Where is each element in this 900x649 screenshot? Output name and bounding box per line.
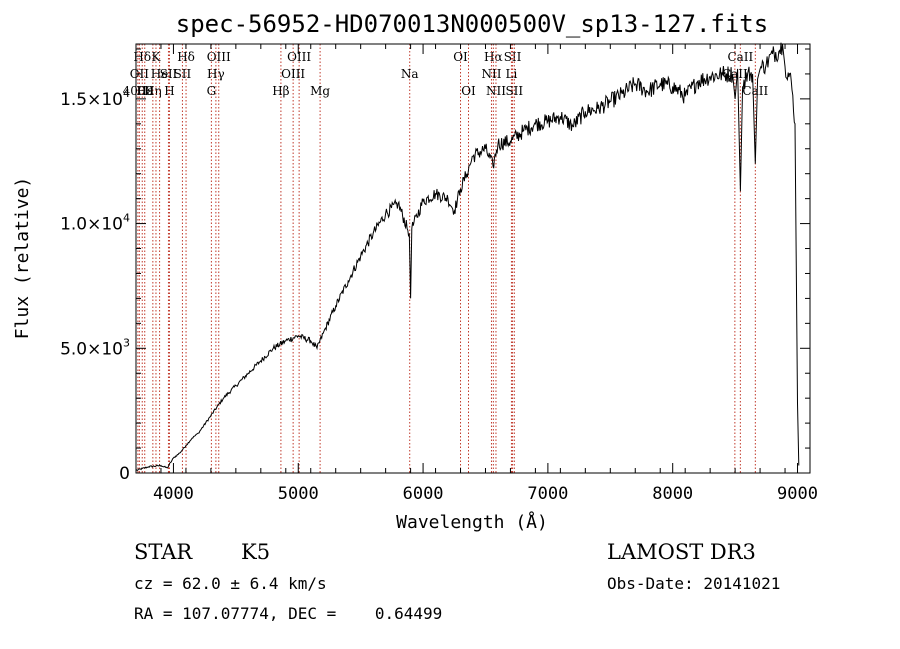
line-marker-label: CaII [727, 50, 753, 64]
line-marker-label: He [151, 67, 169, 81]
object-type: STAR [134, 540, 193, 564]
x-axis-label: Wavelength (Å) [396, 511, 548, 533]
line-marker-label: SII [160, 67, 178, 81]
x-tick-label: 5000 [278, 484, 319, 504]
x-tick-label: 7000 [527, 484, 568, 504]
line-marker-label: Mg [310, 84, 330, 98]
ra-dec-coordinates: RA = 107.07774, DEC = 0.64499 [134, 604, 443, 623]
line-marker-label: Hη [144, 84, 162, 98]
line-marker-label: SII [505, 84, 523, 98]
line-marker-label: Hδ [133, 50, 151, 64]
line-marker-label: H [164, 84, 174, 98]
y-tick-label: 5.0×103 [60, 336, 130, 359]
chart-title: spec-56952-HD070013N000500V_sp13-127.fit… [176, 10, 768, 38]
line-marker-label: Hβ [272, 84, 289, 98]
x-tick-label: 4000 [153, 484, 194, 504]
line-marker-label: OI [461, 84, 476, 98]
line-marker-label: Hγ [207, 67, 225, 81]
x-tick-label: 9000 [777, 484, 818, 504]
line-marker-label: SII [174, 67, 192, 81]
axes: 4000 5000 6000 7000 8000 9000 0 5.0×103 1.0×104 1… [60, 44, 818, 504]
line-marker-label: OI [453, 50, 468, 64]
observation-date: Obs-Date: 20141021 [607, 574, 781, 593]
y-tick-label: 0 [119, 464, 130, 484]
line-marker-label: OIII [287, 50, 311, 64]
spectrum-line [135, 42, 800, 472]
line-marker-label: SII [504, 50, 522, 64]
line-marker-label: Hδ [177, 50, 195, 64]
line-marker-label: CaII [742, 84, 768, 98]
plot-frame [135, 43, 811, 474]
line-marker-label: NII [486, 84, 506, 98]
line-marker-label: Hε [136, 84, 153, 98]
x-tick-label: 8000 [652, 484, 693, 504]
x-tick-label: 6000 [403, 484, 444, 504]
line-marker-label: Li [506, 67, 518, 81]
line-marker-label: OIII [281, 67, 305, 81]
redshift-velocity: cz = 62.0 ± 6.4 km/s [134, 574, 327, 593]
line-marker-label: Na [401, 67, 419, 81]
y-tick-label: 1.5×104 [60, 87, 130, 110]
line-marker-label: NII [481, 67, 501, 81]
line-marker-label: K [151, 50, 161, 64]
line-marker-label: Hα [484, 50, 503, 64]
line-marker-label: OIII [207, 50, 231, 64]
line-marker-label: 4000 [123, 84, 154, 98]
y-axis-label: Flux (relative) [12, 177, 33, 340]
spectral-subclass: K5 [241, 540, 271, 564]
line-marker-label: G [207, 84, 217, 98]
survey-name: LAMOST DR3 [607, 540, 756, 564]
y-tick-label: 1.0×104 [60, 212, 130, 235]
spectrum-series [135, 42, 800, 472]
